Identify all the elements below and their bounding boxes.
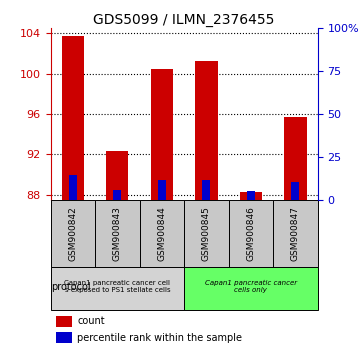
Text: GSM900842: GSM900842: [68, 206, 77, 261]
Bar: [291, 182, 299, 200]
Bar: [151, 69, 173, 200]
FancyBboxPatch shape: [140, 200, 184, 267]
Text: GSM900843: GSM900843: [113, 206, 122, 261]
Bar: [56, 332, 72, 343]
Text: Capan1 pancreatic cancer
cells only: Capan1 pancreatic cancer cells only: [205, 280, 297, 293]
FancyBboxPatch shape: [273, 200, 318, 267]
Text: protocol: protocol: [51, 281, 91, 292]
FancyBboxPatch shape: [184, 200, 229, 267]
Bar: [62, 36, 84, 200]
Title: GDS5099 / ILMN_2376455: GDS5099 / ILMN_2376455: [93, 13, 275, 27]
Bar: [203, 180, 210, 200]
Text: GSM900846: GSM900846: [247, 206, 255, 261]
FancyBboxPatch shape: [184, 267, 318, 310]
Bar: [195, 61, 217, 200]
Bar: [69, 175, 77, 200]
Text: Capan1 pancreatic cancer cell
s exposed to PS1 stellate cells: Capan1 pancreatic cancer cell s exposed …: [64, 280, 170, 293]
Text: count: count: [77, 316, 105, 326]
Text: GSM900844: GSM900844: [157, 206, 166, 261]
Bar: [158, 180, 166, 200]
Text: percentile rank within the sample: percentile rank within the sample: [77, 333, 242, 343]
FancyBboxPatch shape: [51, 267, 184, 310]
Bar: [56, 316, 72, 327]
FancyBboxPatch shape: [51, 200, 95, 267]
Bar: [240, 192, 262, 200]
FancyBboxPatch shape: [95, 200, 140, 267]
Text: GSM900847: GSM900847: [291, 206, 300, 261]
Bar: [284, 117, 306, 200]
Bar: [106, 152, 129, 200]
Bar: [247, 191, 255, 200]
Text: GSM900845: GSM900845: [202, 206, 211, 261]
FancyBboxPatch shape: [229, 200, 273, 267]
Bar: [113, 190, 121, 200]
